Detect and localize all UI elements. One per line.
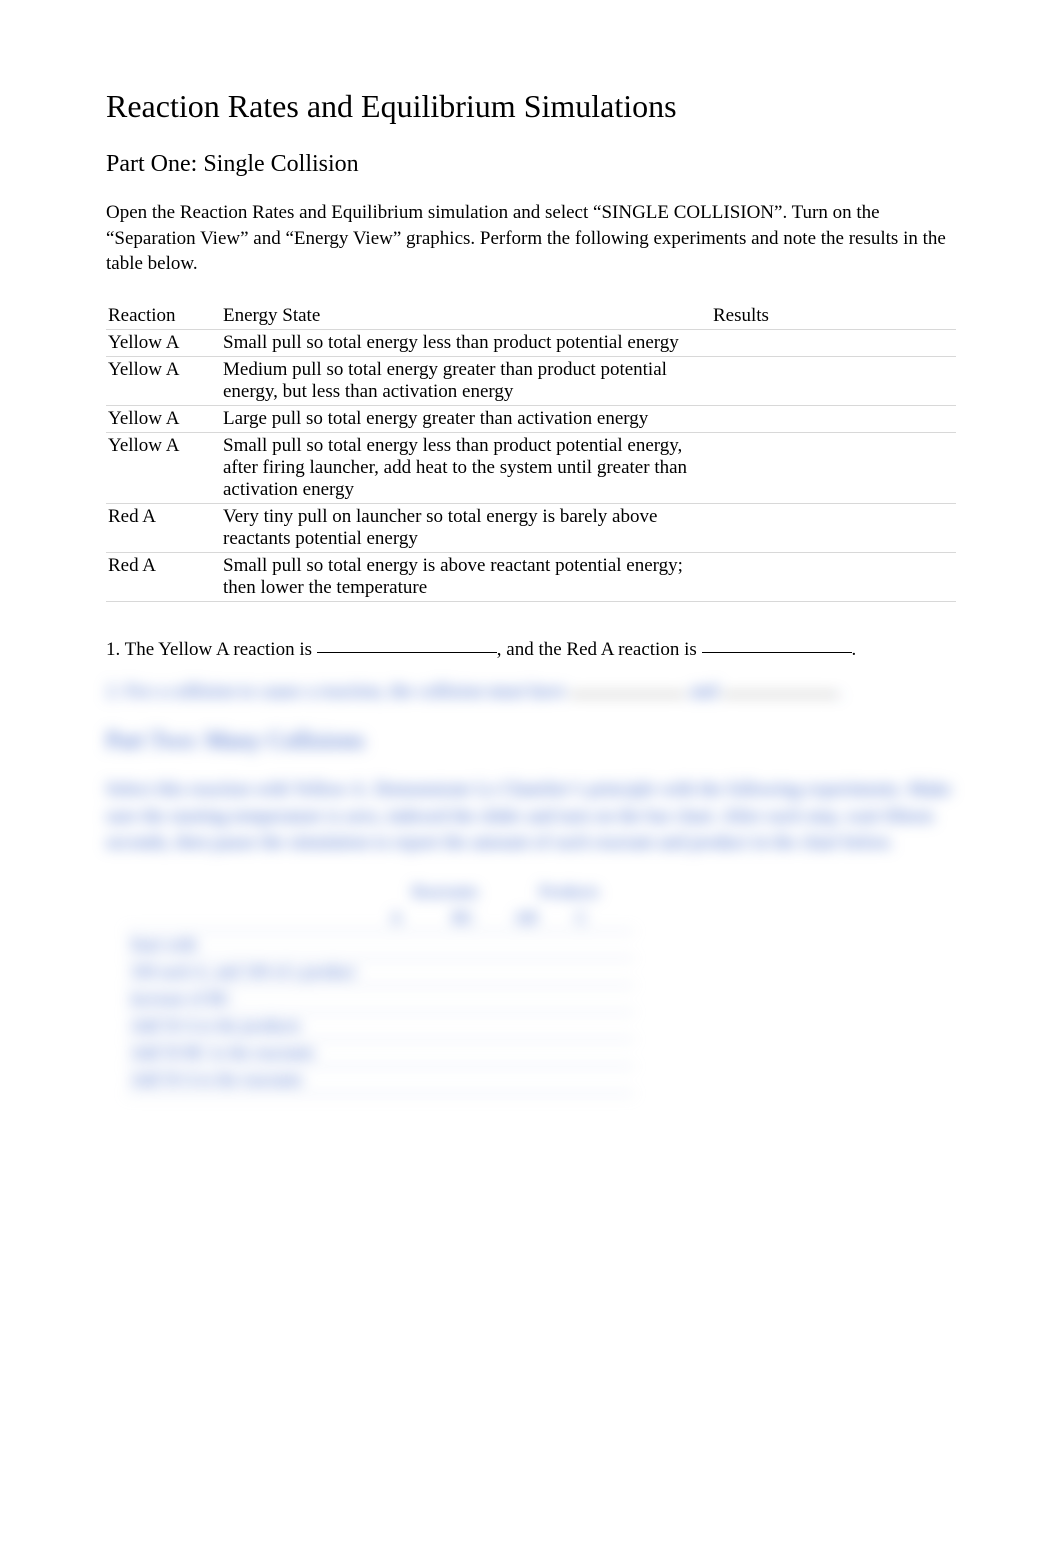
q1-pre: 1. The Yellow A reaction is	[106, 639, 317, 660]
th-sub: AB	[510, 905, 572, 932]
table-row: Add 50 A to the reactants	[126, 1066, 634, 1093]
cell-energy: Medium pull so total energy greater than…	[221, 356, 711, 405]
cell-reaction: Yellow A	[106, 356, 221, 405]
cell-reaction: Red A	[106, 552, 221, 601]
th-sub: A	[386, 905, 448, 932]
table-row: Add 50 A to the products	[126, 1012, 634, 1039]
table-row: Yellow A Small pull so total energy less…	[106, 329, 956, 356]
part-two-table: Reactants Products A BC AB C Start with	[126, 879, 634, 1094]
cell-energy: Small pull so total energy is above reac…	[221, 552, 711, 601]
th-reactants: Reactants	[386, 879, 510, 905]
cell-reaction: Red A	[106, 503, 221, 552]
cell-energy: Small pull so total energy less than pro…	[221, 329, 711, 356]
row-label: Add 50 A to the reactants	[126, 1066, 386, 1093]
q2-pre: 2. For a collision to cause a reaction, …	[106, 681, 570, 702]
cell-results	[711, 356, 956, 405]
cell-results	[711, 432, 956, 503]
table-row: Red A Very tiny pull on launcher so tota…	[106, 503, 956, 552]
blank	[702, 634, 852, 653]
th-results: Results	[711, 303, 956, 330]
question-2: 2. For a collision to cause a reaction, …	[106, 678, 956, 706]
table-row: Yellow A Large pull so total energy grea…	[106, 405, 956, 432]
part-one-heading: Part One: Single Collision	[106, 151, 956, 178]
table-row: Start with	[126, 931, 634, 958]
blank	[317, 634, 497, 653]
part-two-heading: Part Two: Many Collisions	[106, 728, 956, 755]
part-one-intro: Open the Reaction Rates and Equilibrium …	[106, 200, 956, 277]
table-row: increase of BC	[126, 985, 634, 1012]
cell-energy: Large pull so total energy greater than …	[221, 405, 711, 432]
q2-mid: and	[685, 681, 722, 702]
cell-results	[711, 405, 956, 432]
cell-reaction: Yellow A	[106, 405, 221, 432]
table-row: Red A Small pull so total energy is abov…	[106, 552, 956, 601]
blank	[570, 676, 685, 695]
th-products: Products	[510, 879, 634, 905]
q1-mid: , and the Red A reaction is	[497, 639, 702, 660]
th-energy: Energy State	[221, 303, 711, 330]
table-row: 100 each A, and 100 of a product	[126, 958, 634, 985]
table-row: Add 50 BC to the reactants	[126, 1039, 634, 1066]
row-label: increase of BC	[126, 985, 386, 1012]
row-label: Add 50 A to the products	[126, 1012, 386, 1039]
cell-energy: Very tiny pull on launcher so total ener…	[221, 503, 711, 552]
cell-reaction: Yellow A	[106, 329, 221, 356]
row-label: Add 50 BC to the reactants	[126, 1039, 386, 1066]
experiments-table: Reaction Energy State Results Yellow A S…	[106, 303, 956, 602]
table-row: Yellow A Medium pull so total energy gre…	[106, 356, 956, 405]
part-two-intro: Select this reaction with Yellow A. Demo…	[106, 777, 956, 857]
question-1: 1. The Yellow A reaction is , and the Re…	[106, 636, 956, 665]
cell-results	[711, 503, 956, 552]
row-label: Start with	[126, 931, 386, 958]
th-sub: C	[572, 905, 634, 932]
cell-results	[711, 552, 956, 601]
cell-energy: Small pull so total energy less than pro…	[221, 432, 711, 503]
page-title: Reaction Rates and Equilibrium Simulatio…	[106, 88, 956, 125]
cell-reaction: Yellow A	[106, 432, 221, 503]
locked-content: 2. For a collision to cause a reaction, …	[106, 678, 956, 1093]
th-sub: BC	[448, 905, 510, 932]
th-reaction: Reaction	[106, 303, 221, 330]
blank	[722, 676, 837, 695]
q2-post: .	[837, 681, 842, 702]
cell-results	[711, 329, 956, 356]
q1-post: .	[852, 639, 857, 660]
table-row: Yellow A Small pull so total energy less…	[106, 432, 956, 503]
row-label: 100 each A, and 100 of a product	[126, 958, 386, 985]
page: Reaction Rates and Equilibrium Simulatio…	[0, 0, 1062, 1154]
